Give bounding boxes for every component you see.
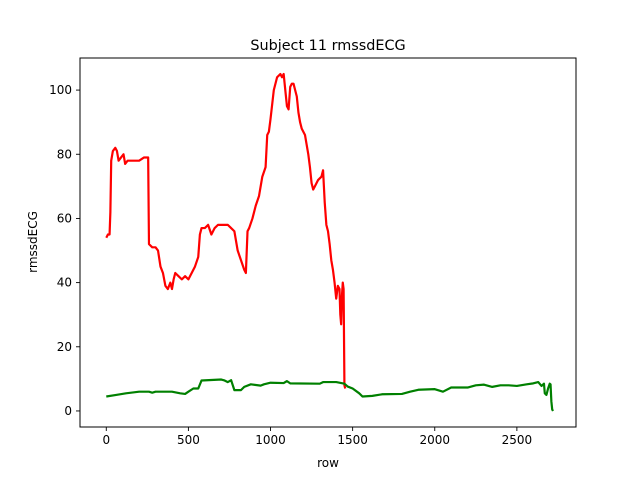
y-axis-label: rmssdECG	[26, 211, 40, 273]
chart-title: Subject 11 rmssdECG	[250, 38, 405, 54]
series-line-2	[106, 378, 554, 412]
x-tick-label: 500	[177, 433, 200, 447]
y-tick-label: 100	[49, 83, 72, 97]
x-tick-label: 2000	[419, 433, 450, 447]
x-axis-label: row	[317, 456, 339, 470]
series-layer	[105, 72, 554, 412]
plot-frame	[79, 57, 577, 428]
y-tick-label: 20	[57, 340, 72, 354]
x-axis-ticks: 0 500 1000 1500 2000 2500	[102, 427, 532, 447]
y-tick-label: 40	[57, 276, 72, 290]
x-tick-label: 1000	[255, 433, 286, 447]
y-axis-ticks: 0 20 40 60 80 100	[49, 83, 80, 418]
y-tick-label: 0	[64, 404, 72, 418]
y-tick-label: 80	[57, 147, 72, 161]
x-tick-label: 2500	[502, 433, 533, 447]
series-line-1	[105, 72, 347, 389]
y-tick-label: 60	[57, 211, 72, 225]
x-tick-label: 0	[102, 433, 110, 447]
x-tick-label: 1500	[337, 433, 368, 447]
